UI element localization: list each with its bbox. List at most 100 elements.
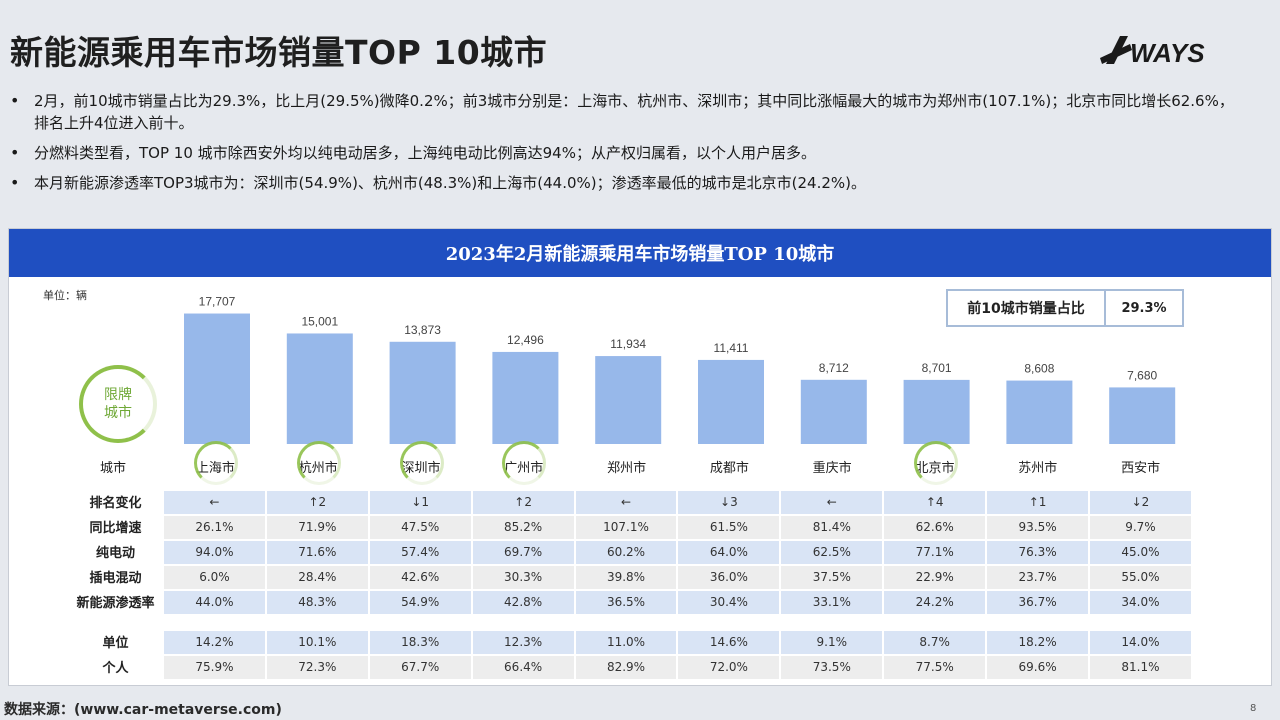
table-cell: 62.5%: [781, 541, 885, 566]
bar-北京市: [903, 379, 970, 444]
table-cell: 18.2%: [987, 631, 1091, 656]
bar-value-label: 15,001: [301, 314, 338, 328]
table-cell: 55.0%: [1090, 566, 1193, 591]
table-cell: 6.0%: [164, 566, 267, 591]
city-label: 杭州市: [267, 441, 370, 485]
badge-line2: 城市: [104, 405, 132, 421]
table-cell: 23.7%: [987, 566, 1091, 591]
table-cell: 61.5%: [678, 516, 782, 541]
table-cell: 14.0%: [1090, 631, 1193, 656]
table-cell: 14.2%: [164, 631, 267, 656]
table-cell: 9.1%: [781, 631, 885, 656]
table-cell: 73.5%: [781, 656, 885, 681]
table-cell: 47.5%: [369, 516, 473, 541]
city-label: 西安市: [1089, 457, 1192, 476]
table-cell: 62.6%: [884, 516, 988, 541]
bar-value-label: 8,608: [1024, 362, 1054, 376]
table-row: 单位 14.2% 10.1% 18.3% 12.3% 11.0% 14.6% 9.1% 8.7%…: [67, 631, 1193, 656]
table-cell: 67.7%: [369, 656, 473, 681]
table-cell: 36.7%: [987, 591, 1091, 616]
share-label: 前10城市销量占比: [948, 291, 1106, 325]
table-cell: 24.2%: [884, 591, 988, 616]
city-name: 成都市: [709, 461, 749, 476]
bar-value-label: 11,934: [610, 337, 646, 351]
source-footer: 数据来源：(www.car-metaverse.com): [4, 702, 282, 718]
table-cell: 22.9%: [884, 566, 988, 591]
ways-logo: WAYS: [1100, 34, 1220, 70]
bar-广州市: [492, 351, 559, 444]
table-cell: 10.1%: [266, 631, 370, 656]
table-cell: 30.3%: [472, 566, 576, 591]
badge-line1: 限牌: [104, 387, 132, 403]
city-name: 苏州市: [1018, 461, 1058, 476]
table-row: 纯电动 94.0% 71.6% 57.4% 69.7% 60.2% 64.0% 62.5% 77…: [67, 541, 1193, 566]
table-cell: ↓3: [678, 491, 782, 516]
chart-panel: 2023年2月新能源乘用车市场销量TOP 10城市 单位：辆 前10城市销量占比…: [8, 228, 1272, 686]
table-row: 新能源渗透率 44.0% 48.3% 54.9% 42.8% 36.5% 30.4% 33.1…: [67, 591, 1193, 616]
city-labels: 上海市 杭州市 深圳市 广州市 郑州市 成都市 重庆市 北京市 苏州市 西安市: [164, 441, 1192, 485]
table-cell: ↑4: [884, 491, 988, 516]
bar-value-label: 17,707: [199, 295, 236, 309]
table-cell: 39.8%: [575, 566, 679, 591]
summary-bullets: • 2月，前10城市销量占比为29.3%，比上月(29.5%)微降0.2%；前3…: [10, 90, 1240, 202]
bar-value-label: 13,873: [404, 323, 441, 337]
share-value: 29.3%: [1121, 300, 1167, 316]
page-title: 新能源乘用车市场销量TOP 10城市: [10, 33, 548, 72]
bar-杭州市: [286, 333, 353, 444]
row-label: 插电混动: [89, 571, 142, 586]
ways-slash-logo-icon: [1100, 36, 1132, 64]
bullet-item: • 本月新能源渗透率TOP3城市为：深圳市(54.9%)、杭州市(48.3%)和…: [10, 172, 1240, 194]
logo-text: WAYS: [1130, 38, 1205, 68]
row-label: 同比增速: [89, 521, 142, 536]
table-cell: ←: [575, 491, 679, 516]
table-cell: 60.2%: [575, 541, 679, 566]
page-number: 8: [1250, 703, 1257, 714]
restricted-ring-icon: [913, 441, 958, 485]
table-cell: 71.9%: [266, 516, 370, 541]
table-cell: 76.3%: [987, 541, 1091, 566]
table-cell: 77.1%: [884, 541, 988, 566]
bar-value-label: 11,411: [714, 341, 749, 355]
table-cell: 37.5%: [781, 566, 885, 591]
bullet-dot-icon: •: [10, 143, 20, 162]
table-cell: 69.6%: [987, 656, 1091, 681]
restricted-city-badge: 限牌 城市: [79, 365, 157, 443]
restricted-ring-icon: [502, 441, 547, 485]
table-cell: ←: [164, 491, 267, 516]
city-name: 重庆市: [812, 461, 852, 476]
table-cell: 81.4%: [781, 516, 885, 541]
bullet-item: • 分燃料类型看，TOP 10 城市除西安外均以纯电动居多，上海纯电动比例高达9…: [10, 142, 1240, 164]
bar-value-label: 8,701: [922, 361, 952, 375]
table-cell: 36.0%: [678, 566, 782, 591]
city-header: 城市: [99, 461, 126, 476]
table-cell: 9.7%: [1090, 516, 1193, 541]
bullet-item: • 2月，前10城市销量占比为29.3%，比上月(29.5%)微降0.2%；前3…: [10, 90, 1240, 134]
bar-深圳市: [389, 341, 456, 444]
table-cell: 69.7%: [472, 541, 576, 566]
table-cell: 93.5%: [987, 516, 1091, 541]
table-cell: 75.9%: [164, 656, 267, 681]
unit-label: 单位：辆: [43, 289, 87, 302]
table-row: 排名变化 ← ↑2 ↓1 ↑2 ← ↓3 ← ↑4 ↑1 ↓2: [67, 491, 1193, 516]
bar-chart: 17,707 15,001 13,873 12,496 11,934 11,411 8,71…: [184, 295, 1176, 444]
table-cell: ←: [781, 491, 885, 516]
bullet-text: 2月，前10城市销量占比为29.3%，比上月(29.5%)微降0.2%；前3城市…: [34, 92, 1234, 132]
table-row: 个人 75.9% 72.3% 67.7% 66.4% 82.9% 72.0% 73.5% 77.…: [67, 656, 1193, 681]
table-cell: 71.6%: [266, 541, 370, 566]
table-row: 插电混动 6.0% 28.4% 42.6% 30.3% 39.8% 36.0% 37.5% 22…: [67, 566, 1193, 591]
table-cell: 77.5%: [884, 656, 988, 681]
table-cell: 44.0%: [164, 591, 267, 616]
row-label: 纯电动: [95, 546, 135, 561]
bar-value-label: 8,712: [819, 361, 849, 375]
table-cell: 54.9%: [369, 591, 473, 616]
table-cell: 12.3%: [472, 631, 576, 656]
city-label: 郑州市: [575, 457, 678, 476]
table-cell: 36.5%: [575, 591, 679, 616]
top10-share-box: 前10城市销量占比 29.3%: [946, 289, 1184, 327]
city-label: 广州市: [472, 441, 575, 485]
table-row: 同比增速 26.1% 71.9% 47.5% 85.2% 107.1% 61.5% 81.4%…: [67, 516, 1193, 541]
table-cell: 8.7%: [884, 631, 988, 656]
table-cell: 45.0%: [1090, 541, 1193, 566]
city-label: 重庆市: [781, 457, 884, 476]
table-cell: 72.0%: [678, 656, 782, 681]
